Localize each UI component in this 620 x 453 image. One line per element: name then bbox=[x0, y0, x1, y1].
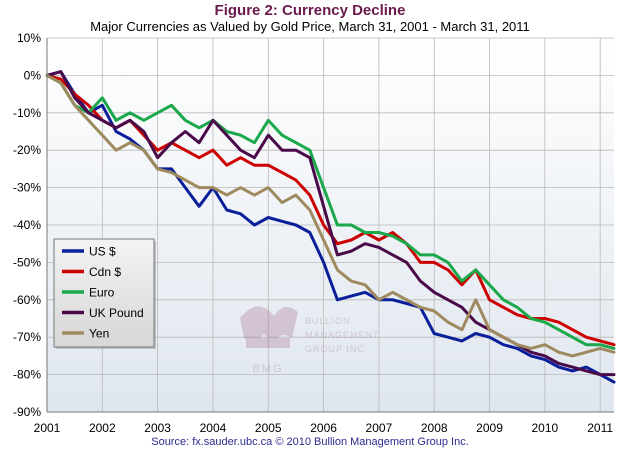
watermark-line-3: GROUP INC bbox=[305, 344, 365, 354]
chart-subtitle: Major Currencies as Valued by Gold Price… bbox=[90, 19, 530, 34]
chart-source-note: Source: fx.sauder.ubc.ca © 2010 Bullion … bbox=[151, 436, 469, 448]
watermark-line-1: BULLION bbox=[305, 316, 351, 326]
watermark-line-2: MANAGEMENT bbox=[305, 330, 380, 340]
x-tick-label: 2009 bbox=[476, 421, 503, 435]
x-tick-label: 2002 bbox=[89, 421, 116, 435]
x-tick-label: 2006 bbox=[310, 421, 337, 435]
y-tick-label: -70% bbox=[13, 330, 41, 344]
y-tick-label: -50% bbox=[13, 255, 41, 269]
y-tick-label: -60% bbox=[13, 293, 41, 307]
x-tick-label: 2001 bbox=[34, 421, 61, 435]
y-tick-label: -10% bbox=[13, 106, 41, 120]
x-tick-label: 2003 bbox=[144, 421, 171, 435]
griffin-icon bbox=[240, 306, 298, 344]
x-tick-label: 2010 bbox=[532, 421, 559, 435]
series-line-4 bbox=[45, 73, 616, 358]
x-tick-label: 2008 bbox=[421, 421, 448, 435]
y-tick-label: -30% bbox=[13, 181, 41, 195]
legend-label: Cdn $ bbox=[89, 265, 121, 279]
y-tick-label: 0% bbox=[24, 68, 42, 82]
chart-legend: US $ Cdn $ Euro UK Pound Yen bbox=[53, 238, 156, 349]
y-tick-label: -40% bbox=[13, 218, 41, 232]
logo-base-shape bbox=[246, 338, 290, 348]
x-tick-label: 2004 bbox=[200, 421, 227, 435]
x-tick-label: 2011 bbox=[587, 421, 613, 435]
legend-label: UK Pound bbox=[89, 306, 144, 320]
legend-label: Yen bbox=[89, 327, 109, 341]
legend-label: US $ bbox=[89, 245, 116, 259]
y-tick-label: -90% bbox=[13, 405, 41, 419]
watermark-mark: BMG bbox=[252, 363, 283, 375]
y-tick-label: -80% bbox=[13, 368, 41, 382]
x-tick-label: 2005 bbox=[255, 421, 282, 435]
chart-title: Figure 2: Currency Decline bbox=[214, 2, 406, 19]
y-tick-label: -20% bbox=[13, 143, 41, 157]
legend-label: Euro bbox=[89, 286, 115, 300]
series-line-2 bbox=[45, 73, 616, 350]
x-tick-label: 2007 bbox=[366, 421, 393, 435]
y-tick-label: 10% bbox=[17, 31, 41, 45]
bmg-watermark-logo: BULLION MANAGEMENT GROUP INC BMG bbox=[240, 306, 380, 375]
